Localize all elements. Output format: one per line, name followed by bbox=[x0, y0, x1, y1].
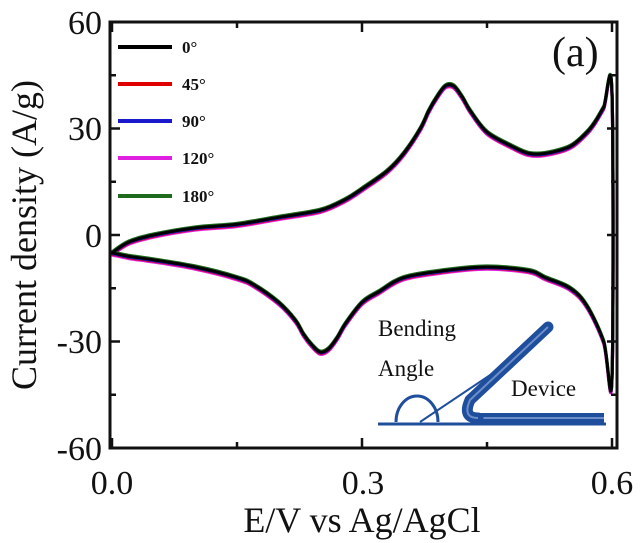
legend-label-0deg: 0° bbox=[182, 38, 197, 57]
y-tick-label-neg60: -60 bbox=[57, 431, 102, 468]
panel-label: (a) bbox=[552, 30, 599, 76]
legend-label-180deg: 180° bbox=[182, 187, 214, 206]
inset-device-arm bbox=[461, 321, 554, 424]
axis-ticks bbox=[110, 20, 617, 450]
legend-label-120deg: 120° bbox=[182, 149, 214, 168]
inset-angle-label: Angle bbox=[378, 356, 434, 381]
y-tick-label-30: 30 bbox=[68, 111, 102, 148]
inset-bending-label: Bending bbox=[378, 316, 456, 341]
cv-curve-0deg bbox=[110, 73, 615, 392]
y-axis-label: Current density (A/g) bbox=[4, 80, 44, 390]
inset-angle-arc bbox=[394, 394, 440, 423]
x-axis-label: E/V vs Ag/AgCl bbox=[243, 500, 480, 540]
x-tick-label-0.3: 0.3 bbox=[342, 465, 385, 502]
inset-device-label: Device bbox=[511, 376, 576, 401]
cv-curves bbox=[110, 72, 615, 395]
bending-device-inset: Bending Angle Device bbox=[378, 316, 606, 426]
x-tick-label-0: 0.0 bbox=[91, 465, 134, 502]
legend-label-90deg: 90° bbox=[182, 112, 206, 131]
inset-device-arm-inner bbox=[466, 326, 549, 419]
y-tick-label-neg30: -30 bbox=[57, 324, 102, 361]
y-tick-label-60: 60 bbox=[68, 5, 102, 42]
legend: 0° 45° 90° 120° 180° bbox=[118, 38, 214, 206]
y-tick-label-0: 0 bbox=[85, 218, 102, 255]
legend-label-45deg: 45° bbox=[182, 75, 206, 94]
x-tick-label-0.6: 0.6 bbox=[591, 465, 634, 502]
